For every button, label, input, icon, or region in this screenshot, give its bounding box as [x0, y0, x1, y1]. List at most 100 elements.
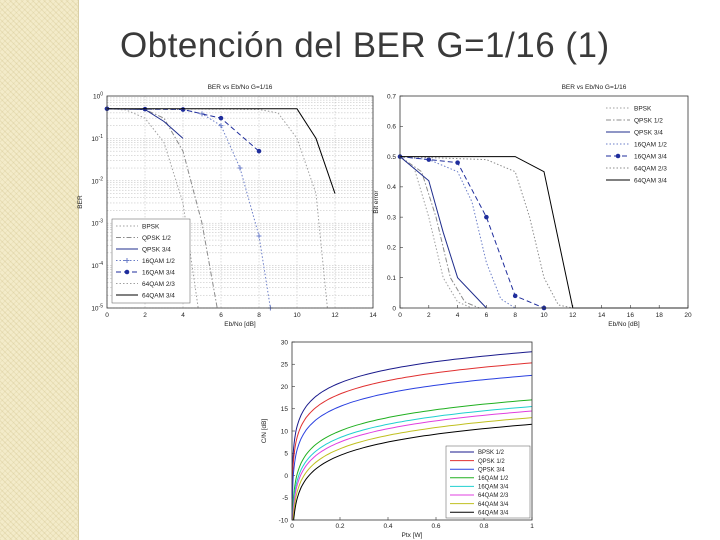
series-line: [399, 156, 573, 309]
x-tick-label: 6: [219, 312, 223, 319]
series-line: [292, 423, 533, 521]
y-tick-label: 10-1: [91, 134, 103, 143]
series-line: [107, 108, 336, 194]
decorative-strip: [0, 0, 78, 540]
series-line: [291, 374, 533, 520]
series-line: [399, 156, 487, 309]
x-tick-label: 12: [331, 312, 339, 319]
x-tick-label: 0.4: [383, 523, 392, 530]
x-tick-label: 8: [513, 312, 517, 319]
x-tick-label: 8: [257, 312, 261, 319]
y-tick-label: 20: [281, 384, 289, 391]
y-tick-label: 15: [281, 406, 289, 413]
x-axis-label: Ptx [W]: [402, 532, 423, 539]
strip-divider: [78, 0, 79, 540]
y-tick-label: 10-3: [91, 219, 103, 228]
legend-entry: QPSK 3/4: [634, 129, 663, 136]
series-line: [292, 417, 533, 521]
x-tick-label: 6: [485, 312, 489, 319]
legend-entry: 16QAM 3/4: [142, 269, 175, 276]
x-tick-label: 20: [684, 312, 692, 319]
series-line: [292, 410, 533, 521]
x-tick-label: 0.2: [335, 523, 344, 530]
data-point: [256, 233, 262, 239]
x-tick-label: 10: [293, 312, 301, 319]
y-tick-label: 10: [281, 428, 289, 435]
legend-entry: 64QAM 2/3: [634, 165, 667, 172]
y-axis-label: C/N [dB]: [261, 419, 268, 444]
y-tick-label: 0.5: [387, 154, 396, 161]
legend-entry: QPSK 3/4: [142, 246, 171, 253]
series-line: [399, 156, 480, 309]
chart-title: BER vs Eb/No G=1/16: [562, 84, 627, 91]
x-tick-label: 0: [398, 312, 402, 319]
y-tick-label: 10-5: [91, 304, 103, 313]
legend-entry: 64QAM 3/4: [478, 510, 509, 516]
y-tick-label: -5: [282, 495, 288, 502]
plot-frame: [291, 341, 533, 521]
legend-marker: [124, 258, 130, 263]
y-tick-label: 0: [392, 305, 396, 312]
y-tick-label: -10: [279, 517, 289, 524]
y-tick-label: 0.6: [387, 124, 396, 131]
y-tick-label: 0.7: [387, 93, 396, 100]
legend-entry: 16QAM 3/4: [634, 153, 667, 160]
series-line: [292, 406, 533, 521]
series-line: [399, 156, 473, 309]
legend-entry: 16QAM 1/2: [142, 258, 175, 265]
y-axis-label: Bit error: [373, 190, 380, 214]
x-tick-label: 14: [369, 312, 377, 319]
y-tick-label: 100: [93, 92, 103, 101]
data-point: [218, 115, 224, 121]
x-tick-label: 14: [598, 312, 606, 319]
x-tick-label: 12: [569, 312, 577, 319]
legend-marker: [124, 269, 130, 275]
data-point: [256, 148, 262, 154]
data-point: [426, 157, 432, 162]
y-tick-label: 25: [281, 362, 289, 369]
plot-frame: [106, 95, 374, 309]
x-tick-label: 2: [143, 312, 147, 319]
data-point: [484, 214, 489, 220]
legend-box: [445, 445, 531, 519]
legend-entry: 64QAM 3/4: [142, 292, 175, 299]
y-tick-label: 0.3: [387, 214, 396, 221]
x-tick-label: 10: [540, 312, 548, 319]
y-axis-label: BER: [77, 195, 84, 209]
slide-title: Obtención del BER G=1/16 (1): [120, 26, 610, 65]
y-tick-label: 0.4: [387, 184, 396, 191]
x-tick-label: 4: [181, 312, 185, 319]
x-tick-label: 0.8: [479, 523, 488, 530]
chart-title: BER vs Eb/No G=1/16: [208, 84, 273, 91]
y-tick-label: 0.2: [387, 245, 396, 252]
legend-entry: 64QAM 2/3: [142, 281, 175, 288]
legend-entry: BPSK: [142, 223, 160, 230]
y-tick-label: 0: [284, 473, 288, 480]
legend-entry: 64QAM 2/3: [478, 493, 509, 499]
x-tick-label: 1: [530, 523, 534, 530]
legend-entry: 16QAM 1/2: [478, 476, 509, 482]
legend-entry: QPSK 1/2: [478, 459, 505, 465]
x-tick-label: 0: [290, 523, 294, 530]
y-tick-label: 0.1: [387, 275, 396, 282]
y-tick-label: 10-4: [91, 261, 103, 270]
legend-entry: QPSK 3/4: [478, 467, 505, 473]
y-tick-label: 10-2: [91, 176, 103, 185]
legend-entry: 64QAM 3/4: [478, 502, 509, 508]
data-point: [455, 160, 460, 165]
data-point: [512, 293, 518, 299]
series-line: [291, 351, 533, 499]
x-tick-label: 18: [656, 312, 664, 319]
y-tick-label: 30: [281, 339, 289, 346]
x-axis-label: Eb/No [dB]: [608, 321, 640, 328]
x-axis-label: Eb/No [dB]: [224, 321, 256, 328]
series-line: [291, 399, 533, 521]
x-tick-label: 0.6: [431, 523, 440, 530]
legend-entry: 16QAM 1/2: [634, 141, 667, 148]
legend-entry: QPSK 1/2: [142, 235, 171, 242]
legend-entry: 16QAM 3/4: [478, 485, 509, 491]
legend-entry: BPSK 1/2: [478, 450, 505, 456]
x-tick-label: 16: [627, 312, 635, 319]
legend-entry: QPSK 1/2: [634, 117, 663, 124]
